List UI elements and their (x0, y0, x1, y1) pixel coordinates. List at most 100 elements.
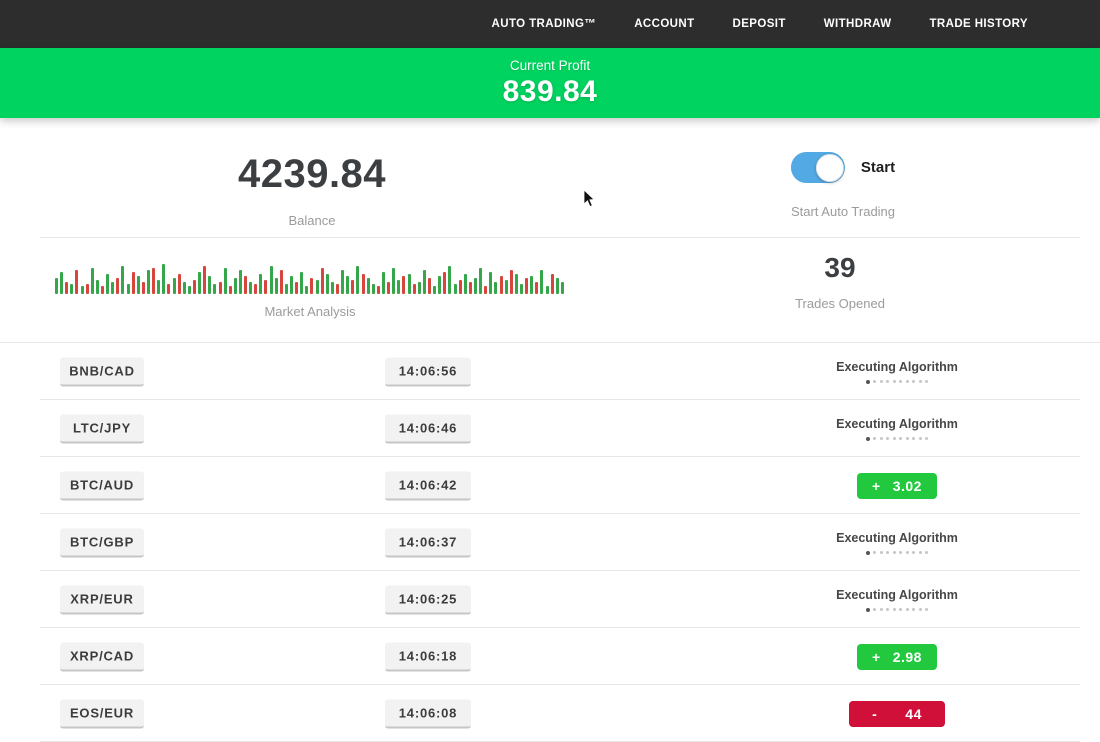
loss-badge: - 44 (849, 700, 945, 727)
red-bar (203, 266, 207, 294)
nav-item-auto-trading[interactable]: AUTO TRADING™ (491, 18, 597, 30)
trades-table: BNB/CAD 14:06:56 Executing Algorithm LTC/JP… (0, 342, 1100, 742)
auto-trading-toggle[interactable] (790, 152, 845, 183)
red-bar (387, 282, 391, 294)
green-bar (397, 280, 401, 294)
red-bar (525, 278, 529, 294)
trades-opened-block: 39 Trades Opened (795, 252, 885, 311)
green-bar (463, 274, 467, 294)
trade-row: EOS/EUR 14:06:08 - 44 (0, 685, 1100, 742)
green-bar (172, 278, 176, 294)
green-bar (213, 284, 217, 294)
green-bar (407, 274, 411, 294)
loader-dots-icon (865, 379, 929, 384)
status-cell: Executing Algorithm (787, 571, 1007, 628)
green-bar (300, 272, 304, 294)
green-bar (366, 278, 370, 294)
top-navbar: AUTO TRADING™ ACCOUNT DEPOSIT WITHDRAW TRADE… (0, 0, 1100, 48)
executing-algorithm-label: Executing Algorithm (836, 530, 958, 545)
green-bar (514, 274, 518, 294)
red-bar (376, 286, 380, 294)
status-cell: Executing Algorithm (787, 514, 1007, 571)
red-bar (458, 280, 462, 294)
executing-algorithm-label: Executing Algorithm (836, 416, 958, 431)
green-bar (540, 270, 544, 294)
green-bar (382, 272, 385, 294)
red-bar (509, 270, 513, 294)
nav-item-deposit[interactable]: DEPOSIT (732, 18, 786, 30)
green-bar (448, 266, 452, 294)
red-bar (254, 284, 258, 294)
trade-row: XRP/CAD 14:06:18 +2.98 (0, 628, 1100, 685)
market-analysis-label: Market Analysis (264, 304, 356, 319)
green-bar (162, 264, 166, 294)
green-bar (356, 266, 360, 294)
red-bar (152, 268, 156, 294)
nav-item-withdraw[interactable]: WITHDRAW (823, 18, 892, 30)
auto-trading-label: Start Auto Trading (790, 204, 896, 219)
time-chip: 14:06:37 (385, 528, 471, 557)
pair-chip[interactable]: XRP/EUR (60, 585, 144, 614)
red-bar (320, 268, 324, 294)
loader-dots-icon (865, 607, 929, 612)
green-bar (346, 276, 350, 294)
section-divider (40, 237, 1080, 238)
green-bar (504, 280, 508, 294)
red-bar (264, 280, 268, 294)
auto-trading-block: Start Start Auto Trading (790, 152, 896, 219)
red-bar (412, 284, 416, 294)
green-bar (371, 284, 375, 294)
red-bar (443, 272, 447, 294)
green-bar (489, 272, 493, 294)
green-bar (284, 284, 288, 294)
red-bar (550, 274, 554, 294)
red-bar (402, 276, 406, 294)
market-analysis-chart (55, 260, 565, 294)
time-chip: 14:06:25 (385, 585, 471, 614)
pair-chip[interactable]: EOS/EUR (60, 699, 144, 728)
red-bar (100, 286, 104, 294)
green-bar (90, 268, 94, 294)
green-bar (238, 270, 242, 294)
profit-badge: +2.98 (857, 643, 937, 670)
nav-item-trade-history[interactable]: TRADE HISTORY (929, 18, 1028, 30)
loader-dots-icon (865, 550, 929, 555)
toggle-label: Start (860, 159, 896, 176)
green-bar (530, 276, 534, 294)
green-bar (146, 270, 150, 294)
trade-row: BNB/CAD 14:06:56 Executing Algorithm (0, 343, 1100, 400)
green-bar (198, 272, 202, 294)
toggle-knob-icon (815, 153, 844, 182)
trade-row: BTC/GBP 14:06:37 Executing Algorithm (0, 514, 1100, 571)
green-bar (126, 284, 130, 294)
nav-item-account[interactable]: ACCOUNT (634, 18, 695, 30)
red-bar (167, 284, 171, 294)
green-bar (233, 278, 237, 294)
status-cell: +3.02 (787, 457, 1007, 514)
red-bar (310, 278, 314, 294)
pair-chip[interactable]: BTC/GBP (60, 528, 144, 557)
red-bar (141, 282, 145, 294)
green-bar (555, 278, 559, 294)
green-bar (60, 272, 64, 294)
red-bar (244, 276, 248, 294)
balance-label: Balance (288, 213, 336, 228)
red-bar (361, 274, 365, 294)
time-chip: 14:06:56 (385, 357, 471, 386)
red-bar (85, 284, 89, 294)
green-bar (157, 280, 161, 294)
executing-algorithm-label: Executing Algorithm (836, 587, 958, 602)
result-amount: 2.98 (892, 648, 922, 665)
pair-chip[interactable]: BNB/CAD (60, 357, 144, 386)
pair-chip[interactable]: LTC/JPY (60, 414, 144, 443)
trade-row: BTC/AUD 14:06:42 +3.02 (0, 457, 1100, 514)
green-bar (392, 268, 396, 294)
result-amount: 44 (905, 705, 922, 722)
green-bar (305, 286, 309, 294)
green-bar (519, 284, 523, 294)
green-bar (494, 282, 498, 294)
pair-chip[interactable]: XRP/CAD (60, 642, 144, 671)
balance-section: 4239.84 Balance Start Start Auto Trading (0, 118, 1100, 237)
pair-chip[interactable]: BTC/AUD (60, 471, 144, 500)
red-bar (75, 270, 79, 294)
